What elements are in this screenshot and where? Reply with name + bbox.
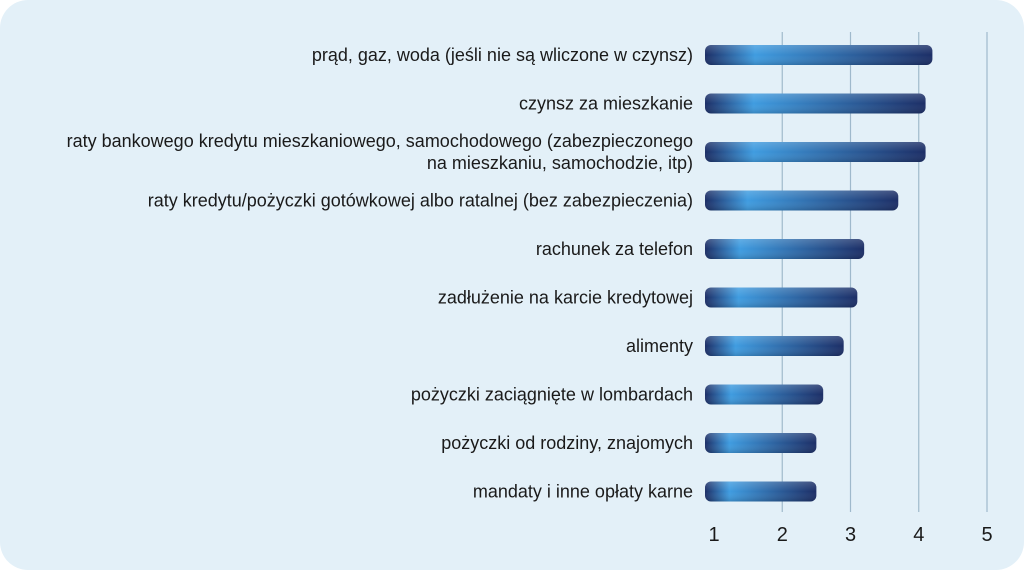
bar-shine [705,93,926,114]
x-tick-label: 3 [845,524,856,546]
category-label: pożyczki od rodziny, znajomych [441,433,693,453]
x-tick-label: 1 [708,524,719,546]
bar-shine [705,433,817,453]
bar-shine [705,336,844,356]
category-label: czynsz za mieszkanie [519,94,693,114]
category-label: rachunek za telefon [536,239,693,259]
bar-shine [705,239,865,259]
x-tick-label: 4 [913,524,924,546]
category-labels: prąd, gaz, woda (jeśli nie są wliczone w… [67,45,693,502]
bar-shine [705,190,899,211]
category-label: zadłużenie na karcie kredytowej [438,288,693,308]
bars [705,45,933,502]
bar-shine [705,384,824,405]
x-axis-ticks: 1 2 3 4 5 [708,524,992,546]
category-label: prąd, gaz, woda (jeśli nie są wliczone w… [312,45,693,65]
category-label: mandaty i inne opłaty karne [473,482,693,502]
category-label: raty kredytu/pożyczki gotówkowej albo ra… [148,191,693,211]
bar-shine [705,45,933,65]
x-tick-label: 2 [777,524,788,546]
bar-shine [705,481,817,502]
bar-shine [705,287,858,308]
category-label: pożyczki zaciągnięte w lombardach [411,385,693,405]
bar-shine [705,142,926,162]
category-label: alimenty [626,336,693,356]
x-tick-label: 5 [981,524,992,546]
category-label: raty bankowego kredytu mieszkaniowego, s… [67,131,693,173]
